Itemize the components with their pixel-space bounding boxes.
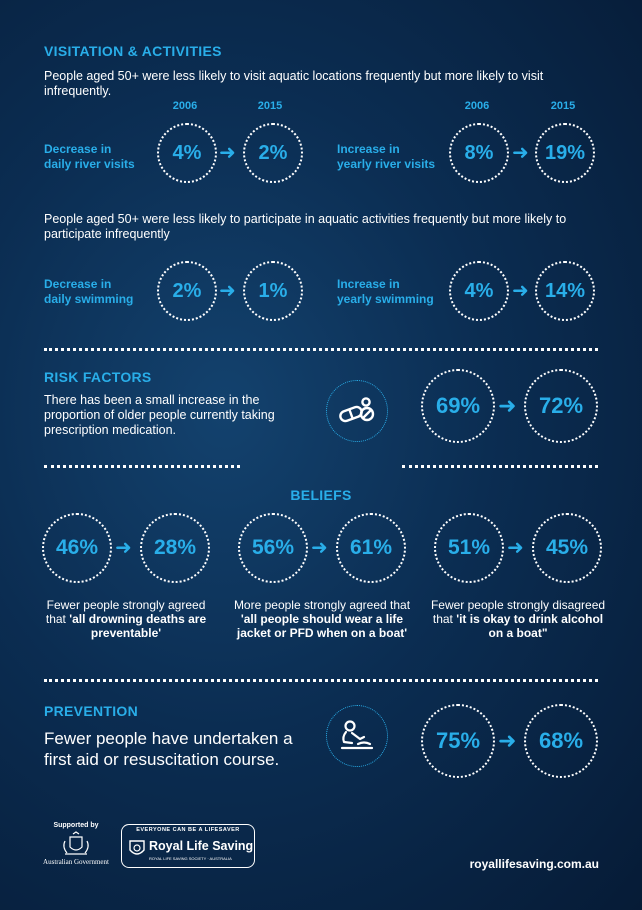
arrow-right-icon: ➜ — [219, 142, 236, 164]
stat-value: 2% — [258, 141, 288, 164]
stat-value: 4% — [464, 279, 494, 302]
section-divider — [44, 679, 598, 682]
stat-circle-from: 4% — [449, 261, 509, 321]
metric-label-daily-river: Decrease in daily river visits — [44, 142, 135, 172]
footer-url[interactable]: royallifesaving.com.au — [469, 857, 599, 871]
stat-circle-from: 46% — [42, 513, 112, 583]
metric-label-line: Decrease in — [44, 142, 112, 156]
stat-value: 68% — [538, 728, 584, 753]
caption-text: More people strongly agreed that — [233, 598, 411, 612]
metric-label-line: Increase in — [337, 277, 400, 291]
stat-circle-from: 51% — [434, 513, 504, 583]
caption-quote: 'all people should wear a life jacket or… — [236, 612, 408, 640]
stat-value: 14% — [544, 279, 586, 302]
stat-value: 2% — [172, 279, 202, 302]
metric-label-yearly-river: Increase in yearly river visits — [337, 142, 435, 172]
arrow-right-icon: ➜ — [512, 280, 529, 302]
stat-circle-to: 61% — [336, 513, 406, 583]
caption-text: Fewer people strongly disagreed that — [430, 598, 606, 626]
stat-circle-to: 2% — [243, 123, 303, 183]
stat-circle-from: 2% — [157, 261, 217, 321]
stat-value: 72% — [538, 393, 584, 418]
arrow-right-icon: ➜ — [115, 537, 132, 559]
rls-sub: ROYAL LIFE SAVING SOCIETY · AUSTRALIA — [149, 856, 232, 861]
stat-circle-from: 75% — [421, 704, 495, 778]
metric-label-line: Decrease in — [44, 277, 112, 291]
rls-logo: EVERYONE CAN BE A LIFESAVER Royal Life S… — [121, 824, 255, 868]
stat-circle-to: 28% — [140, 513, 210, 583]
arrow-right-icon: ➜ — [507, 537, 524, 559]
year-label-2006: 2006 — [172, 100, 198, 112]
section-heading-beliefs: BELIEFS — [290, 487, 352, 503]
stat-circle-to: 14% — [535, 261, 595, 321]
stat-circle-from: 8% — [449, 123, 509, 183]
caption-text: Fewer people strongly agreed that — [45, 598, 206, 626]
arrow-right-icon: ➜ — [219, 280, 236, 302]
stat-circle-from: 69% — [421, 369, 495, 443]
stat-value: 8% — [464, 141, 494, 164]
stat-value: 46% — [55, 536, 99, 559]
stat-value: 56% — [251, 536, 295, 559]
section-divider — [44, 348, 598, 351]
metric-label-line: yearly swimming — [337, 292, 434, 306]
metric-label-line: yearly river visits — [337, 157, 436, 171]
supported-by-label: Supported by — [53, 822, 99, 829]
coat-of-arms-icon — [63, 831, 89, 855]
year-label-2015: 2015 — [257, 100, 283, 112]
stat-circle-from: 56% — [238, 513, 308, 583]
belief-caption: More people strongly agreed that 'all pe… — [232, 598, 412, 640]
section-divider-right — [402, 465, 598, 468]
stat-value: 19% — [544, 141, 586, 164]
year-label-2015: 2015 — [550, 100, 576, 112]
metric-label-yearly-swimming: Increase in yearly swimming — [337, 277, 434, 307]
visitation-intro-1: People aged 50+ were less likely to visi… — [44, 69, 544, 98]
stat-circle-to: 72% — [524, 369, 598, 443]
stat-value: 75% — [435, 728, 481, 753]
stat-circle-to: 1% — [243, 261, 303, 321]
belief-caption: Fewer people strongly agreed that 'all d… — [36, 598, 216, 640]
stat-value: 51% — [447, 536, 491, 559]
caption-quote: 'it is okay to drink alcohol on a boat" — [456, 612, 604, 640]
stat-circle-to: 19% — [535, 123, 595, 183]
stat-value: 28% — [153, 536, 197, 559]
caption-quote: 'all drowning deaths are preventable' — [69, 612, 207, 640]
stat-circle-to: 45% — [532, 513, 602, 583]
section-divider-left — [44, 465, 240, 468]
arrow-right-icon: ➜ — [498, 728, 517, 753]
stat-value: 4% — [172, 141, 202, 164]
prevention-text: Fewer people have undertaken a first aid… — [44, 729, 293, 769]
belief-caption: Fewer people strongly disagreed that 'it… — [428, 598, 608, 640]
stat-circle-to: 68% — [524, 704, 598, 778]
metric-label-daily-swimming: Decrease in daily swimming — [44, 277, 133, 307]
visitation-intro-2: People aged 50+ were less likely to part… — [44, 212, 567, 241]
section-heading-visitation: VISITATION & ACTIVITIES — [44, 43, 222, 59]
stat-value: 45% — [545, 536, 589, 559]
year-label-2006: 2006 — [464, 100, 490, 112]
gov-label: Australian Government — [43, 858, 109, 866]
pills-icon — [326, 380, 388, 442]
stat-value: 1% — [258, 279, 288, 302]
cpr-icon — [326, 705, 388, 767]
metric-label-line: Increase in — [337, 142, 400, 156]
risk-text: There has been a small increase in the p… — [44, 393, 275, 437]
rls-name: Royal Life Saving — [149, 839, 254, 853]
stat-value: 61% — [349, 536, 393, 559]
metric-label-line: daily river visits — [44, 157, 135, 171]
gov-logo: Supported by Australian Government — [40, 822, 112, 866]
arrow-right-icon: ➜ — [512, 142, 529, 164]
metric-label-line: daily swimming — [44, 292, 134, 306]
stat-circle-from: 4% — [157, 123, 217, 183]
arrow-right-icon: ➜ — [498, 393, 517, 418]
section-heading-risk-factors: RISK FACTORS — [44, 369, 152, 385]
arrow-right-icon: ➜ — [311, 537, 328, 559]
rls-banner: EVERYONE CAN BE A LIFESAVER — [136, 827, 240, 833]
section-heading-prevention: PREVENTION — [44, 703, 139, 719]
rls-shield-icon — [129, 840, 145, 855]
stat-value: 69% — [435, 393, 481, 418]
